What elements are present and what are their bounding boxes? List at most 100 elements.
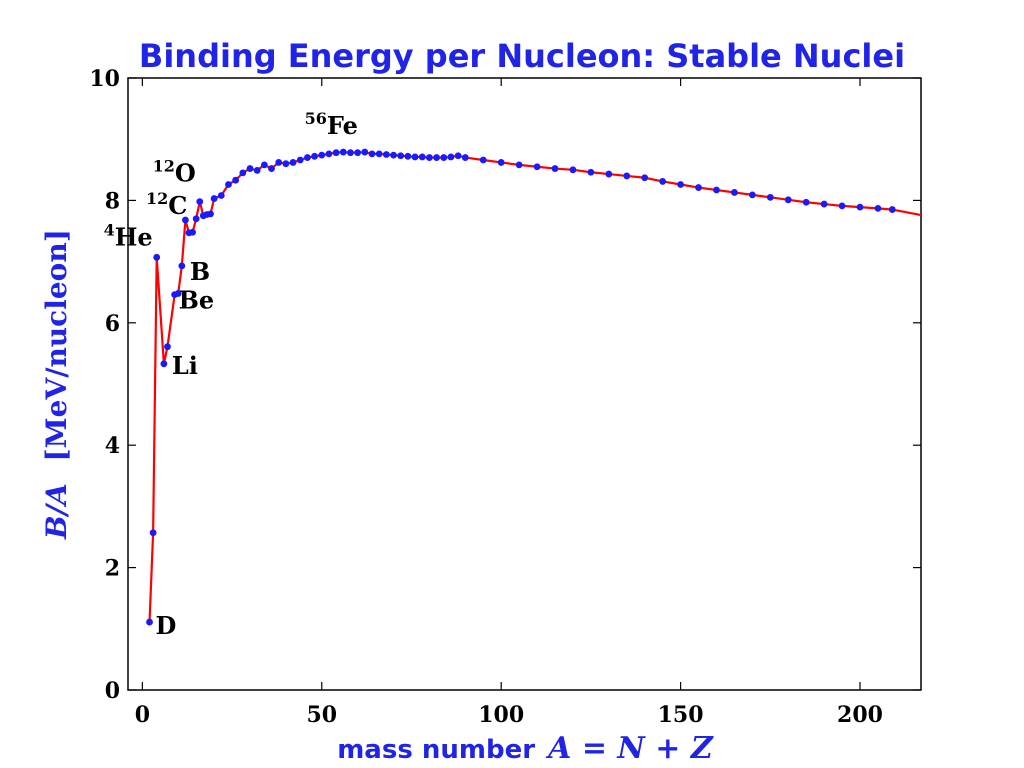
y-axis-label-math: B/A [40,483,73,540]
y-axis-label: B/A [MeV/nucleon] [40,229,73,540]
data-point [695,184,702,191]
data-point [533,163,541,171]
data-point [641,174,649,182]
data-point [339,148,347,156]
x-tick-label: 100 [478,702,524,728]
data-point [820,200,828,208]
y-tick-label: 6 [105,311,120,337]
data-point [164,343,171,351]
data-point [275,159,283,166]
data-point [160,360,168,368]
y-tick-label: 2 [105,556,120,582]
x-tick-label: 0 [135,702,150,728]
data-point [713,186,720,194]
data-point [838,202,846,210]
data-point [368,150,376,158]
data-point [802,198,810,206]
data-point [260,161,268,169]
data-point [174,290,182,297]
data-point [587,168,595,176]
data-point [677,181,684,188]
data-point [253,167,261,174]
plot-frame [127,77,922,691]
data-point [404,152,412,160]
data-point [207,210,214,218]
y-tick-label: 0 [105,678,120,704]
data-point [178,262,186,270]
data-point [182,216,189,224]
data-point [659,178,667,185]
data-point [766,193,774,201]
data-point [551,165,559,172]
data-point [874,204,882,212]
annotation-label: Be [179,286,215,315]
series-line-layer [148,150,922,623]
data-point [623,172,631,180]
data-point [153,253,161,261]
data-point [605,170,613,178]
data-point [479,156,487,164]
data-point [731,189,738,196]
data-point [196,198,204,206]
series-markers-layer [146,148,896,626]
data-point [411,153,419,161]
data-point [304,154,311,161]
data-point [382,151,390,158]
y-tick-label: 4 [105,433,120,459]
data-point [232,176,240,184]
x-tick-label: 50 [306,702,337,728]
data-point [210,195,218,202]
data-point [515,161,523,169]
plot-area [127,77,922,691]
data-point [397,152,405,160]
data-point [192,215,200,223]
annotation-label: D [156,611,177,640]
data-point [418,153,426,161]
y-axis-label-unit: [MeV/nucleon] [40,229,73,462]
data-point [268,165,275,172]
data-point [888,206,896,213]
annotation-label: 12C [146,189,187,220]
x-axis-label-math: A = N + Z [545,731,714,766]
data-point [440,154,448,161]
data-point [354,149,362,157]
data-point [325,150,333,158]
data-point [426,154,433,161]
data-point [447,153,455,161]
annotation-label: 12O [153,157,196,188]
series-line [148,150,893,623]
data-point [318,151,326,159]
data-point [569,166,577,174]
series-line-tail [892,208,922,217]
data-point [246,165,254,172]
data-point [433,154,440,161]
annotation-label: 56Fe [305,109,358,140]
y-tick-label: 8 [105,188,120,214]
data-point [217,192,225,199]
x-tick-label: 150 [658,702,704,728]
data-point [189,228,196,236]
data-point [282,160,290,168]
data-point [347,149,354,157]
x-tick-label: 200 [837,702,883,728]
data-point [748,191,756,199]
data-point [332,149,340,157]
data-point [146,618,153,626]
data-point [311,152,318,160]
data-point [497,159,505,166]
data-point [375,150,383,158]
data-point [225,181,232,188]
annotation-label: B [190,257,210,286]
data-point [454,152,462,160]
annotation-label: Li [172,351,198,380]
data-point [149,529,157,537]
y-tick-label: 10 [89,66,120,92]
x-axis-label-text: mass number [337,735,535,765]
ticks-layer: 0 50 100 150 200 0 2 4 6 8 10 [89,66,921,728]
data-point [856,203,864,211]
chart-title: Binding Energy per Nucleon: Stable Nucle… [139,37,905,75]
annotation-label: 4He [104,220,153,251]
data-point [239,169,247,177]
